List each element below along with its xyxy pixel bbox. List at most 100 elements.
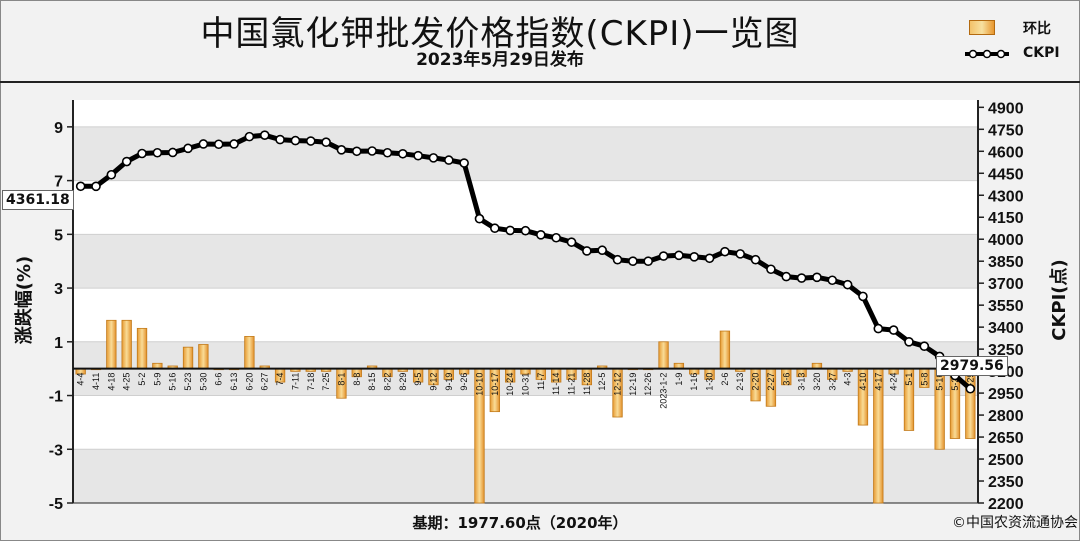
left-tick-label: 1 (54, 335, 63, 352)
x-tick-label: 7-25 (321, 373, 331, 391)
ckpi-point (919, 341, 930, 351)
bar (658, 341, 669, 370)
x-tick-label: 5-8 (919, 373, 929, 386)
ckpi-point (305, 136, 316, 146)
x-tick-label: 2-20 (751, 373, 761, 391)
x-tick-label: 8-29 (398, 373, 408, 391)
right-tick-label: 3250 (988, 342, 1024, 359)
ckpi-point (658, 251, 669, 261)
x-tick-label: 8-22 (382, 373, 392, 391)
ckpi-point (275, 134, 285, 145)
ckpi-point (367, 146, 377, 156)
chart-subtitle: 2023年5月29日发布 (416, 50, 584, 70)
legend-line-swatch (965, 49, 1009, 59)
legend-item-line: CKPI (963, 44, 1073, 64)
x-tick-label: 5-23 (183, 373, 193, 391)
x-tick-label: 7-4 (275, 373, 285, 386)
right-tick-label: 4300 (988, 188, 1024, 205)
ckpi-point (551, 232, 561, 243)
ckpi-point (106, 169, 117, 180)
ckpi-point (965, 383, 976, 394)
ckpi-point (904, 336, 914, 347)
ckpi-point (167, 147, 178, 158)
ckpi-point (628, 256, 638, 267)
right-tick-label: 2350 (988, 474, 1024, 491)
ckpi-point (444, 155, 454, 165)
x-tick-label: 1-16 (689, 373, 699, 391)
ckpi-point (137, 148, 147, 159)
legend-bar-swatch (969, 20, 995, 35)
x-tick-label: 6-27 (260, 373, 270, 391)
ckpi-point (459, 158, 469, 168)
ckpi-point (873, 323, 884, 334)
bar (106, 319, 117, 370)
x-tick-label: 5-2 (137, 373, 147, 386)
right-tick-label: 2200 (988, 496, 1024, 513)
legend-item-bar: 环比 (963, 17, 1073, 37)
ckpi-point (290, 135, 301, 146)
ckpi-point (428, 153, 439, 163)
x-tick-label: 4-18 (106, 373, 116, 391)
x-tick-label: 12-12 (613, 373, 623, 396)
left-tick-label: -5 (49, 496, 63, 513)
left-tick-label: 7 (54, 174, 63, 191)
x-tick-label: 12-19 (628, 373, 638, 396)
start-value-callout: 4361.18 (2, 190, 74, 210)
x-tick-label: 12-26 (643, 373, 653, 396)
left-tick-label: 9 (54, 120, 63, 137)
ckpi-point (259, 130, 270, 140)
ckpi-point (597, 245, 607, 256)
x-tick-label: 6-6 (214, 373, 224, 386)
ckpi-point (75, 181, 86, 192)
x-tick-label: 4-17 (873, 373, 883, 391)
x-tick-label: 5-29 (965, 373, 975, 391)
bar (198, 344, 209, 370)
right-tick-label: 4150 (988, 210, 1024, 227)
bar (182, 346, 194, 370)
ckpi-point (536, 230, 546, 240)
left-tick-label: -1 (49, 389, 63, 406)
x-tick-label: 10-10 (474, 373, 484, 396)
right-tick-label: 3700 (988, 276, 1024, 293)
ckpi-point (735, 249, 746, 259)
ckpi-point (474, 213, 485, 224)
x-tick-label: 2-6 (720, 373, 730, 386)
bar (121, 319, 132, 370)
right-tick-label: 4450 (988, 166, 1024, 183)
ckpi-point (229, 139, 239, 149)
ckpi-point (750, 254, 761, 265)
x-tick-label: 4-4 (76, 373, 86, 386)
ckpi-point (213, 139, 224, 150)
x-tick-label: 2-13 (735, 373, 745, 391)
x-tick-label: 2023-1-2 (659, 373, 669, 409)
ckpi-point (827, 275, 838, 286)
ckpi-point (781, 271, 792, 282)
ckpi-point (91, 181, 101, 192)
ckpi-point (490, 223, 500, 234)
right-tick-label: 2800 (988, 408, 1024, 425)
ckpi-point (689, 252, 700, 262)
x-tick-label: 3-13 (797, 373, 807, 391)
x-tick-label: 4-24 (889, 373, 899, 391)
ckpi-point (582, 246, 592, 256)
right-tick-label: 2500 (988, 452, 1024, 469)
end-value-callout: 2979.56 (936, 356, 1008, 376)
x-tick-label: 5-16 (168, 373, 178, 391)
x-tick-label: 10-24 (505, 373, 515, 396)
x-tick-label: 8-15 (367, 373, 377, 391)
ckpi-point (812, 272, 822, 283)
x-tick-label: 4-25 (122, 373, 132, 391)
ckpi-point (842, 279, 853, 290)
x-tick-label: 1-9 (674, 373, 684, 386)
left-tick-label: 5 (54, 227, 63, 244)
ckpi-point (397, 148, 408, 159)
legend-line-label: CKPI (1023, 45, 1060, 61)
x-tick-label: 10-31 (521, 373, 531, 396)
ckpi-point (720, 246, 730, 257)
x-tick-label: 9-5 (413, 373, 423, 386)
ckpi-point (520, 225, 531, 236)
x-tick-label: 4-3 (843, 373, 853, 386)
x-tick-label: 5-22 (950, 373, 960, 391)
bar (719, 330, 731, 370)
x-tick-label: 9-26 (459, 373, 469, 391)
